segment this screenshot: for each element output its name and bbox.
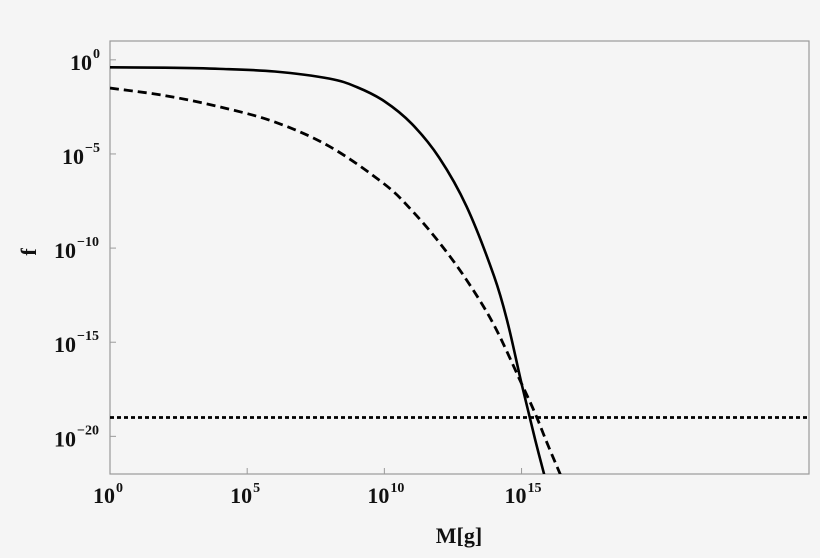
x-tick-label: 10 [230,483,252,508]
y-tick-exponent: −20 [77,423,99,438]
y-tick-label: 10 [54,426,76,451]
y-tick-label: 10 [54,238,76,263]
x-tick-exponent: 0 [116,481,123,496]
x-tick-label: 10 [367,483,389,508]
x-axis-ticks: 10 0 10 5 10 10 10 15 [93,468,542,508]
plot-area [109,40,810,475]
y-tick-label: 10 [54,332,76,357]
series-layer [110,66,809,474]
x-tick-exponent: 5 [253,481,260,496]
x-tick-exponent: 10 [390,481,404,496]
y-tick-exponent: −15 [77,329,99,344]
plot-frame [109,40,810,475]
x-axis-title: M[g] [436,523,482,548]
x-tick-label: 10 [505,483,527,508]
series-line-solid [110,66,546,474]
y-tick-label: 10 [70,50,92,75]
y-tick-label: 10 [62,144,84,169]
x-tick-exponent: 15 [528,481,542,496]
x-tick-label: 10 [93,483,115,508]
y-tick-exponent: −5 [85,141,100,156]
y-axis-title: f [16,248,41,256]
y-tick-exponent: −10 [77,235,99,250]
series-line-dashed [110,86,562,474]
y-tick-exponent: 0 [93,47,100,62]
